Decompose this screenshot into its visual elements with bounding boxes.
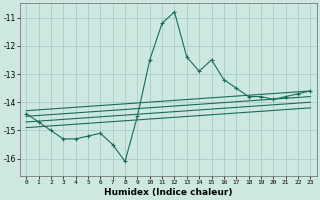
X-axis label: Humidex (Indice chaleur): Humidex (Indice chaleur) xyxy=(104,188,233,197)
